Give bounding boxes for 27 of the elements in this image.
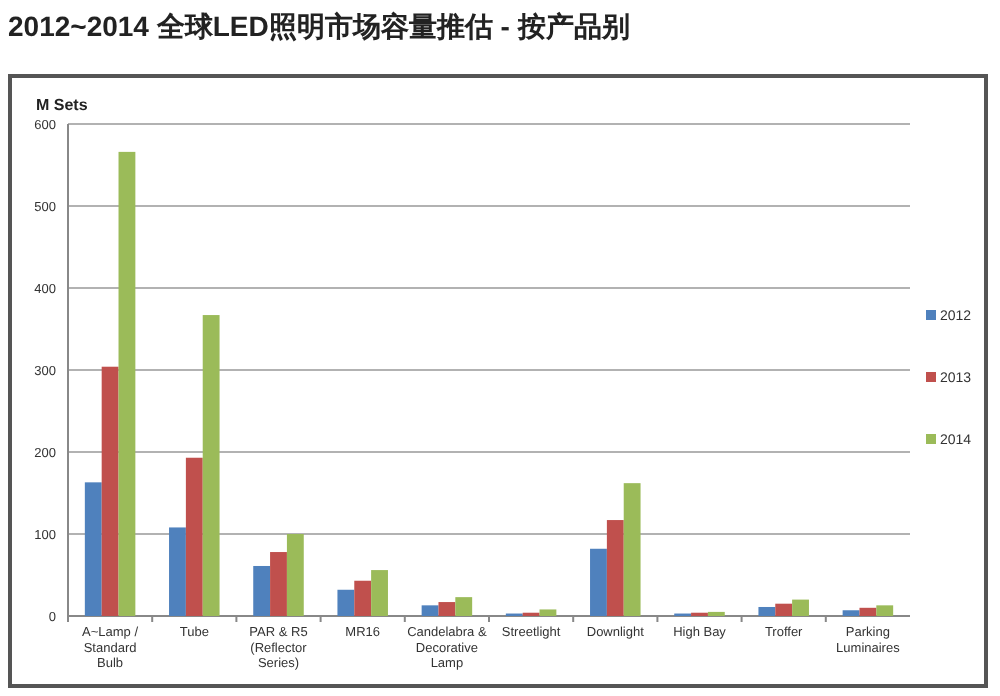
- bar: [337, 589, 355, 616]
- bar: [101, 366, 119, 616]
- bar: [842, 610, 860, 616]
- bar: [606, 520, 624, 616]
- bar: [876, 605, 894, 616]
- chart-title: 2012~2014 全球LED照明市场容量推估 - 按产品别: [8, 10, 630, 42]
- bar: [758, 606, 776, 616]
- bar: [185, 457, 203, 616]
- bar: [286, 534, 304, 616]
- bar: [253, 565, 271, 616]
- bar: [455, 597, 473, 616]
- bar: [371, 570, 388, 616]
- bar: [202, 315, 220, 616]
- bar: [792, 599, 809, 616]
- bar: [354, 580, 372, 616]
- bar: [421, 605, 439, 616]
- bar: [539, 609, 557, 616]
- bar: [859, 607, 877, 616]
- bar: [623, 483, 641, 616]
- bar: [169, 527, 186, 616]
- bar: [590, 548, 607, 616]
- y-axis-title: M Sets: [36, 96, 89, 114]
- bar: [84, 482, 102, 616]
- bar: [775, 603, 793, 616]
- bar: [118, 151, 136, 616]
- bar: [270, 552, 287, 616]
- bar: [438, 602, 456, 616]
